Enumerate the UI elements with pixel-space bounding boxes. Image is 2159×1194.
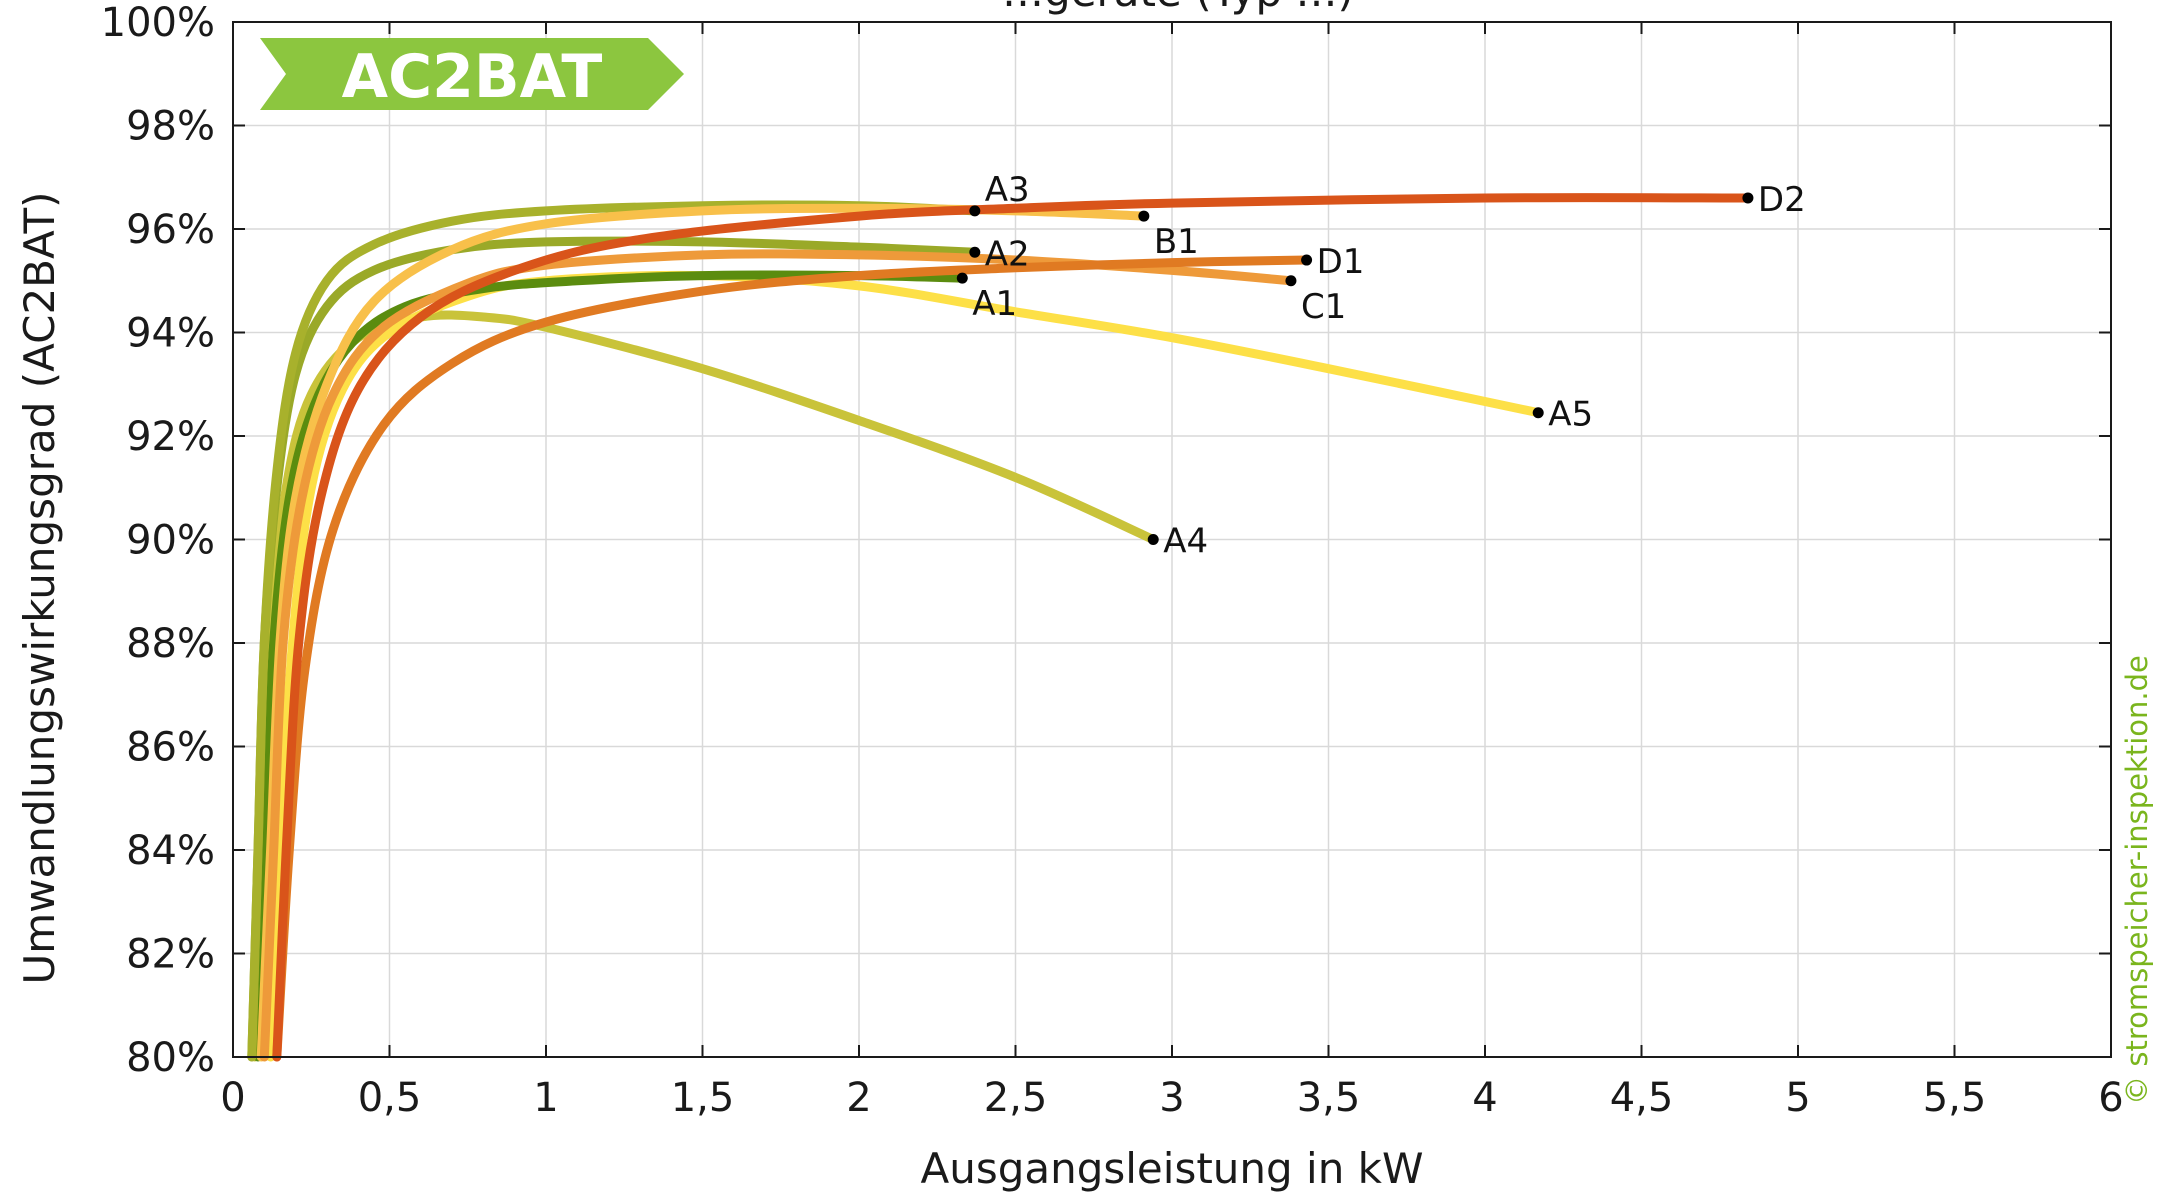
endpoint-label-a5: A5 [1548, 395, 1593, 435]
endpoint-marker-d2 [1742, 192, 1754, 204]
x-tick-label: 0 [220, 1075, 245, 1121]
y-tick-label: 92% [126, 414, 215, 460]
endpoint-label-a3: A3 [985, 170, 1030, 210]
endpoint-marker-a5 [1532, 407, 1544, 419]
series-line-a3 [247, 200, 980, 1062]
x-tick-label: 2 [846, 1075, 871, 1121]
series-line-d1 [272, 255, 1312, 1062]
x-tick-label: 4 [1472, 1075, 1497, 1121]
endpoint-marker-a3 [969, 205, 981, 217]
copyright-text: © stromspeicher-inspektion.de [2120, 655, 2154, 1105]
badge-label: AC2BAT [342, 42, 603, 112]
x-tick-label: 0,5 [358, 1075, 422, 1121]
endpoint-markers [956, 192, 1754, 545]
y-tick-label: 94% [126, 311, 215, 357]
endpoint-marker-b1 [1138, 210, 1150, 222]
y-tick-label: 80% [126, 1035, 215, 1081]
series-line-a1 [253, 270, 967, 1062]
badge-arrow-shape [260, 38, 684, 110]
endpoint-marker-a2 [969, 246, 981, 258]
endpoint-label-d2: D2 [1758, 180, 1806, 220]
x-tick-label: 2,5 [984, 1075, 1048, 1121]
ac2bat-badge: AC2BAT [260, 38, 684, 112]
series-lines [247, 193, 1753, 1062]
y-tick-label: 96% [126, 207, 215, 253]
grid: 0 0,5 1 1,5 2 2,5 3 3,5 4 4,5 5 5,5 6 80% 82% 84% 86% 88%… [101, 0, 2124, 1121]
y-tick-label: 90% [126, 518, 215, 564]
endpoint-label-a1: A1 [972, 284, 1017, 324]
endpoint-label-c1: C1 [1301, 287, 1346, 327]
endpoint-labels: A3 A2 A1 B1 D1 C1 D2 A5 A4 [972, 170, 1805, 562]
y-tick-label: 84% [126, 828, 215, 874]
x-tick-label: 1,5 [671, 1075, 735, 1121]
y-tick-label: 98% [126, 104, 215, 150]
endpoint-marker-d1 [1301, 254, 1313, 266]
x-tick-label: 4,5 [1610, 1075, 1674, 1121]
x-tick-label: 3 [1159, 1075, 1184, 1121]
endpoint-label-a2: A2 [985, 234, 1030, 274]
y-tick-label: 86% [126, 725, 215, 771]
x-tick-label: 5,5 [1923, 1075, 1987, 1121]
endpoint-marker-a1 [956, 272, 968, 284]
x-axis-title: Ausgangsleistung in kW [920, 1144, 1423, 1193]
series-line-c1 [259, 249, 1296, 1062]
y-tick-label: 82% [126, 932, 215, 978]
y-tick-label: 100% [101, 0, 215, 46]
x-tick-label: 3,5 [1297, 1075, 1361, 1121]
series-line-d2 [272, 193, 1753, 1062]
endpoint-marker-a4 [1147, 534, 1159, 545]
y-tick-label: 88% [126, 621, 215, 667]
plot-frame [232, 21, 2112, 1058]
endpoint-label-b1: B1 [1154, 222, 1199, 262]
endpoint-marker-c1 [1285, 275, 1297, 287]
chart-title: …geräte (Typ …) [1002, 0, 1354, 16]
x-tick-label: 1 [533, 1075, 558, 1121]
y-axis-title: Umwandlungswirkungsgrad (AC2BAT) [15, 192, 64, 985]
endpoint-label-d1: D1 [1317, 242, 1365, 282]
x-tick-label: 5 [1785, 1075, 1810, 1121]
x-tick-label: 6 [2098, 1075, 2123, 1121]
endpoint-label-a4: A4 [1163, 522, 1208, 562]
